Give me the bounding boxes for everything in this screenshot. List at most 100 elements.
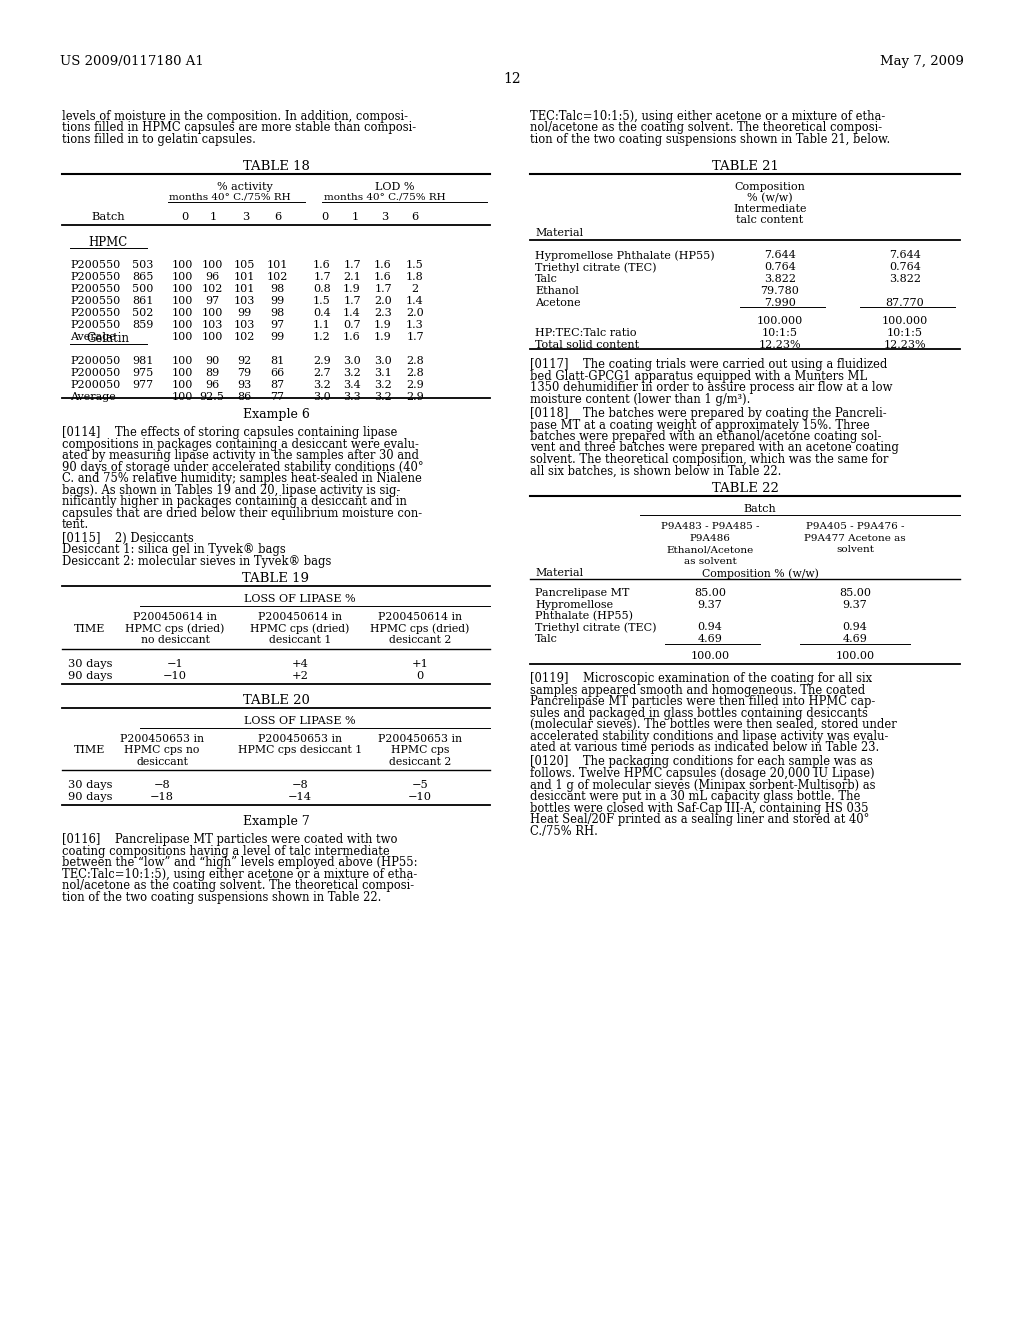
Text: C./75% RH.: C./75% RH. bbox=[530, 825, 598, 837]
Text: P200550: P200550 bbox=[70, 260, 120, 271]
Text: 79: 79 bbox=[237, 368, 251, 378]
Text: 97: 97 bbox=[270, 319, 284, 330]
Text: 1.7: 1.7 bbox=[313, 272, 331, 282]
Text: TEC:Talc=10:1:5), using either acetone or a mixture of etha-: TEC:Talc=10:1:5), using either acetone o… bbox=[62, 867, 417, 880]
Text: 1.4: 1.4 bbox=[407, 296, 424, 306]
Text: P200450653 in: P200450653 in bbox=[120, 734, 204, 743]
Text: Total solid content: Total solid content bbox=[535, 341, 639, 350]
Text: 981: 981 bbox=[132, 356, 154, 366]
Text: 3.2: 3.2 bbox=[343, 368, 360, 378]
Text: solvent. The theoretical composition, which was the same for: solvent. The theoretical composition, wh… bbox=[530, 453, 889, 466]
Text: 3.822: 3.822 bbox=[764, 275, 796, 284]
Text: sules and packaged in glass bottles containing desiccants: sules and packaged in glass bottles cont… bbox=[530, 706, 868, 719]
Text: 96: 96 bbox=[205, 380, 219, 389]
Text: desiccant: desiccant bbox=[136, 756, 188, 767]
Text: [0117]    The coating trials were carried out using a fluidized: [0117] The coating trials were carried o… bbox=[530, 358, 888, 371]
Text: 1.9: 1.9 bbox=[374, 333, 392, 342]
Text: P200550: P200550 bbox=[70, 319, 120, 330]
Text: Talc: Talc bbox=[535, 275, 558, 284]
Text: 97: 97 bbox=[205, 296, 219, 306]
Text: 101: 101 bbox=[233, 272, 255, 282]
Text: Pancrelipase MT: Pancrelipase MT bbox=[535, 587, 630, 598]
Text: Hypromellose Phthalate (HP55): Hypromellose Phthalate (HP55) bbox=[535, 249, 715, 260]
Text: 6: 6 bbox=[412, 213, 419, 222]
Text: 3.2: 3.2 bbox=[374, 380, 392, 389]
Text: 975: 975 bbox=[132, 368, 154, 378]
Text: [0114]    The effects of storing capsules containing lipase: [0114] The effects of storing capsules c… bbox=[62, 426, 397, 440]
Text: 92: 92 bbox=[237, 356, 251, 366]
Text: Talc: Talc bbox=[535, 634, 558, 644]
Text: 98: 98 bbox=[270, 284, 284, 294]
Text: [0116]    Pancrelipase MT particles were coated with two: [0116] Pancrelipase MT particles were co… bbox=[62, 833, 397, 846]
Text: 7.990: 7.990 bbox=[764, 298, 796, 308]
Text: 102: 102 bbox=[202, 284, 222, 294]
Text: pase MT at a coating weight of approximately 15%. Three: pase MT at a coating weight of approxima… bbox=[530, 418, 869, 432]
Text: 4.69: 4.69 bbox=[843, 634, 867, 644]
Text: Batch: Batch bbox=[743, 504, 776, 513]
Text: TABLE 19: TABLE 19 bbox=[243, 572, 309, 585]
Text: P200550: P200550 bbox=[70, 284, 120, 294]
Text: US 2009/0117180 A1: US 2009/0117180 A1 bbox=[60, 55, 204, 69]
Text: Material: Material bbox=[535, 228, 583, 238]
Text: Ethanol: Ethanol bbox=[535, 286, 579, 296]
Text: 100: 100 bbox=[202, 260, 222, 271]
Text: 100: 100 bbox=[171, 272, 193, 282]
Text: TABLE 22: TABLE 22 bbox=[712, 482, 778, 495]
Text: 3: 3 bbox=[243, 213, 250, 222]
Text: P200550: P200550 bbox=[70, 272, 120, 282]
Text: 90 days: 90 days bbox=[68, 792, 113, 803]
Text: Intermediate: Intermediate bbox=[733, 205, 807, 214]
Text: (molecular sieves). The bottles were then sealed, stored under: (molecular sieves). The bottles were the… bbox=[530, 718, 897, 731]
Text: 99: 99 bbox=[270, 333, 284, 342]
Text: −10: −10 bbox=[163, 671, 187, 681]
Text: ated at various time periods as indicated below in Table 23.: ated at various time periods as indicate… bbox=[530, 741, 880, 754]
Text: 1.9: 1.9 bbox=[343, 284, 360, 294]
Text: 99: 99 bbox=[270, 296, 284, 306]
Text: 859: 859 bbox=[132, 319, 154, 330]
Text: levels of moisture in the composition. In addition, composi-: levels of moisture in the composition. I… bbox=[62, 110, 408, 123]
Text: 100.00: 100.00 bbox=[836, 651, 874, 660]
Text: 10:1:5: 10:1:5 bbox=[887, 327, 923, 338]
Text: desiccant 1: desiccant 1 bbox=[269, 635, 331, 645]
Text: 100: 100 bbox=[171, 392, 193, 403]
Text: P9A477 Acetone as: P9A477 Acetone as bbox=[804, 533, 906, 543]
Text: 1.7: 1.7 bbox=[343, 260, 360, 271]
Text: 0.94: 0.94 bbox=[697, 623, 723, 632]
Text: between the “low” and “high” levels employed above (HP55:: between the “low” and “high” levels empl… bbox=[62, 855, 418, 869]
Text: 0.8: 0.8 bbox=[313, 284, 331, 294]
Text: HPMC cps (dried): HPMC cps (dried) bbox=[371, 623, 470, 634]
Text: 3.1: 3.1 bbox=[374, 368, 392, 378]
Text: P200550: P200550 bbox=[70, 296, 120, 306]
Text: 1.5: 1.5 bbox=[313, 296, 331, 306]
Text: 1.6: 1.6 bbox=[343, 333, 360, 342]
Text: 96: 96 bbox=[205, 272, 219, 282]
Text: 3.822: 3.822 bbox=[889, 275, 921, 284]
Text: 0: 0 bbox=[417, 671, 424, 681]
Text: 2.7: 2.7 bbox=[313, 368, 331, 378]
Text: 79.780: 79.780 bbox=[761, 286, 800, 296]
Text: tion of the two coating suspensions shown in Table 22.: tion of the two coating suspensions show… bbox=[62, 891, 381, 903]
Text: 77: 77 bbox=[270, 392, 284, 403]
Text: Phthalate (HP55): Phthalate (HP55) bbox=[535, 611, 633, 622]
Text: TABLE 21: TABLE 21 bbox=[712, 160, 778, 173]
Text: P200450653 in: P200450653 in bbox=[258, 734, 342, 743]
Text: 98: 98 bbox=[270, 308, 284, 318]
Text: 100: 100 bbox=[171, 368, 193, 378]
Text: [0115]    2) Desiccants: [0115] 2) Desiccants bbox=[62, 532, 194, 545]
Text: Desiccant 1: silica gel in Tyvek® bags: Desiccant 1: silica gel in Tyvek® bags bbox=[62, 543, 286, 556]
Text: 10:1:5: 10:1:5 bbox=[762, 327, 798, 338]
Text: −8: −8 bbox=[292, 780, 308, 789]
Text: 1.2: 1.2 bbox=[313, 333, 331, 342]
Text: HPMC cps (dried): HPMC cps (dried) bbox=[125, 623, 224, 634]
Text: 102: 102 bbox=[233, 333, 255, 342]
Text: [0120]    The packaging conditions for each sample was as: [0120] The packaging conditions for each… bbox=[530, 755, 872, 768]
Text: 3: 3 bbox=[381, 213, 389, 222]
Text: 0.7: 0.7 bbox=[343, 319, 360, 330]
Text: 100.00: 100.00 bbox=[690, 651, 729, 660]
Text: months 40° C./75% RH: months 40° C./75% RH bbox=[169, 193, 291, 202]
Text: 1.6: 1.6 bbox=[313, 260, 331, 271]
Text: coating compositions having a level of talc intermediate: coating compositions having a level of t… bbox=[62, 845, 390, 858]
Text: Composition % (w/w): Composition % (w/w) bbox=[701, 568, 818, 578]
Text: 1.9: 1.9 bbox=[374, 319, 392, 330]
Text: 0.764: 0.764 bbox=[889, 261, 921, 272]
